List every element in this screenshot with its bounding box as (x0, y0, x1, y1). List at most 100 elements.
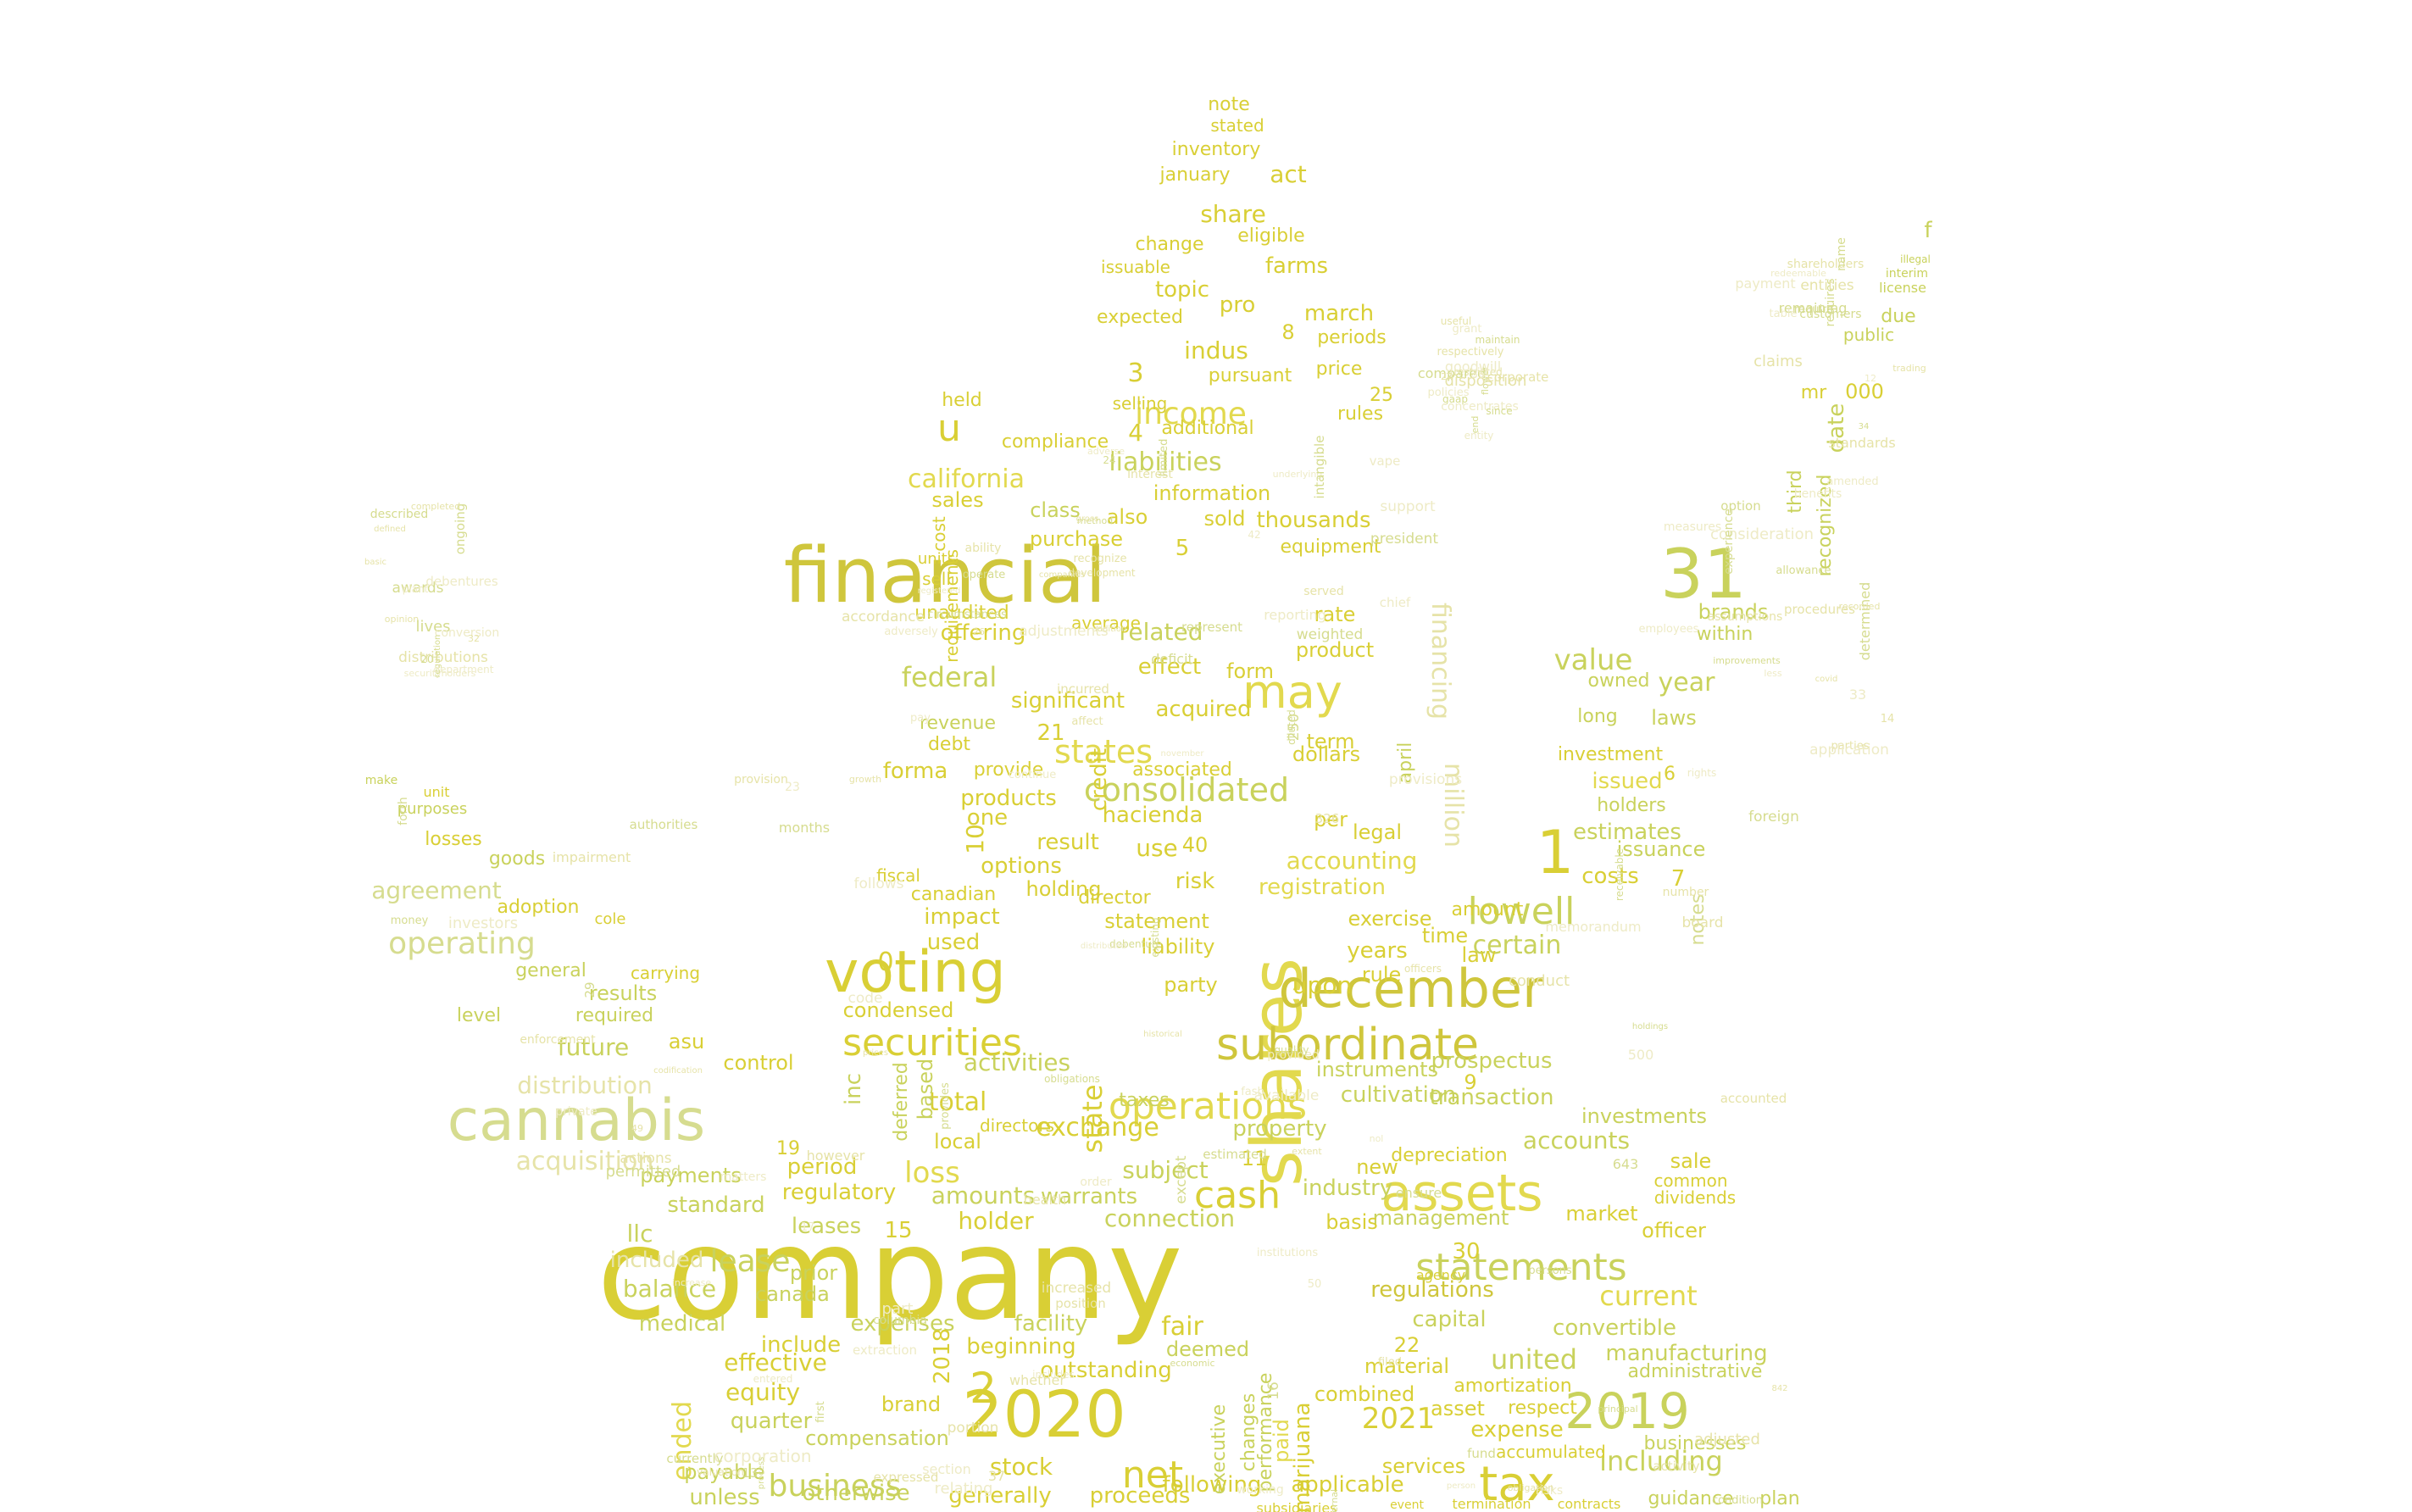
cloud-word: party (1164, 973, 1217, 997)
cloud-word: foreign (1748, 809, 1799, 825)
cloud-word: codification (653, 1066, 703, 1076)
cloud-word: valuation (697, 1466, 744, 1478)
cloud-word: deferred (891, 1062, 912, 1142)
cloud-word: chief (1380, 595, 1411, 610)
cloud-word: accounts (1523, 1126, 1630, 1154)
cloud-word: person (1447, 1481, 1476, 1491)
cloud-word: directors (980, 1115, 1054, 1136)
cloud-word: available (1254, 1087, 1320, 1104)
cloud-word: issuance (1617, 837, 1706, 861)
cloud-word: securityholders (404, 668, 476, 679)
cloud-word: hacienda (1103, 803, 1203, 828)
cloud-word: affect (1071, 715, 1103, 728)
cloud-word: 31 (1660, 535, 1747, 614)
cloud-word: 50 (1308, 1278, 1322, 1291)
cloud-word: 20 (420, 653, 433, 665)
cloud-word: effective (724, 1348, 827, 1376)
cloud-word: cole (595, 910, 626, 928)
cloud-word: 326 (1315, 811, 1340, 826)
cloud-word: amortization (1453, 1376, 1571, 1397)
cloud-word: 42 (1248, 529, 1260, 541)
cloud-word: lease (709, 1244, 790, 1279)
cloud-word: purchase (1030, 527, 1123, 551)
cloud-word: table (1770, 308, 1798, 320)
cloud-word: portion (948, 1420, 999, 1437)
cloud-word: 36 (1471, 369, 1486, 381)
cloud-word: defined (374, 525, 406, 534)
cloud-word: upon (1292, 971, 1352, 999)
cloud-word: since (1486, 405, 1512, 417)
cloud-word: respectively (1437, 346, 1504, 359)
cloud-word: useful (1441, 315, 1471, 327)
cloud-word: combined (1314, 1382, 1414, 1406)
cloud-word: march (1304, 301, 1374, 326)
cloud-word: 1 (1537, 818, 1575, 887)
cloud-word: california (908, 464, 1025, 494)
cloud-word: entered (753, 1373, 793, 1385)
cloud-word: disposition (1444, 372, 1526, 390)
cloud-word: memorandum (1545, 919, 1641, 935)
cloud-word: 15 (884, 1218, 912, 1243)
cloud-word: department (434, 664, 494, 675)
cloud-word: 29 (582, 981, 597, 998)
cloud-word: depreciation (1391, 1145, 1507, 1166)
cloud-word: improvements (1713, 655, 1781, 666)
cloud-word: 000 (1845, 380, 1884, 403)
cloud-word: flower (1480, 366, 1491, 395)
cloud-word: concentrates (1441, 400, 1519, 414)
cloud-word: results (589, 981, 657, 1005)
cloud-word: operating (388, 926, 536, 961)
cloud-word: year (1659, 668, 1716, 698)
cloud-word: industry (1303, 1176, 1393, 1201)
cloud-word: 10 (961, 824, 989, 854)
cloud-word: agency (1416, 1267, 1465, 1283)
cloud-word: losses (425, 829, 482, 850)
cloud-word: services (1382, 1454, 1465, 1478)
cloud-word: holding (1026, 877, 1102, 901)
cloud-word: forth (397, 797, 410, 825)
cloud-word: plan (1759, 1488, 1800, 1509)
cloud-word: filed (1378, 1356, 1402, 1369)
cloud-word: required (575, 1005, 653, 1026)
cloud-word: 0 (877, 948, 893, 977)
cloud-word: value (1554, 643, 1633, 677)
cloud-word: incurred (1057, 681, 1109, 697)
cloud-word: holder (958, 1207, 1034, 1235)
cloud-word: forma (883, 759, 948, 784)
cloud-word: economic (1170, 1358, 1214, 1369)
cloud-word: conversion (435, 626, 499, 640)
cloud-word: remaining (1779, 300, 1848, 316)
cloud-word: 2018 (930, 1328, 955, 1384)
cloud-word: obligation (1508, 1482, 1554, 1493)
cloud-word: payment (1735, 275, 1795, 292)
cloud-word: gross (1076, 514, 1099, 524)
cloud-word: january (1159, 164, 1230, 186)
cloud-word: following (1163, 1472, 1262, 1498)
cloud-word: nol (1370, 1133, 1384, 1144)
cloud-word: states (1054, 733, 1153, 770)
cloud-word: act (1270, 160, 1307, 188)
cloud-word: guidance (1648, 1488, 1733, 1509)
cloud-word: money (391, 914, 429, 927)
cloud-word: sales (931, 488, 983, 512)
cloud-word: liability (1142, 935, 1215, 959)
cloud-word: change (1136, 234, 1204, 255)
cloud-word: accounted (1720, 1091, 1787, 1106)
cloud-word: including (1599, 1445, 1723, 1477)
cloud-word: average (1071, 613, 1141, 633)
cloud-word: whether (1009, 1372, 1065, 1388)
cloud-word: based (914, 1059, 937, 1120)
cloud-word: condition (1712, 1494, 1763, 1507)
cloud-word: working (1237, 1483, 1284, 1497)
cloud-word: business (769, 1469, 902, 1504)
cloud-word: taxes (1119, 1090, 1169, 1111)
cloud-word: increase (672, 1277, 712, 1288)
cloud-word: extraction (853, 1342, 917, 1358)
cloud-word: enforcement (520, 1033, 596, 1047)
cloud-word: 250 (1286, 714, 1303, 741)
cloud-word: laws (1651, 706, 1697, 730)
cloud-word: recognize (1073, 553, 1126, 565)
cloud-word: adoption (497, 897, 579, 918)
cloud-word: provided (1267, 1048, 1319, 1062)
cloud-word: holdings (1632, 1022, 1668, 1031)
